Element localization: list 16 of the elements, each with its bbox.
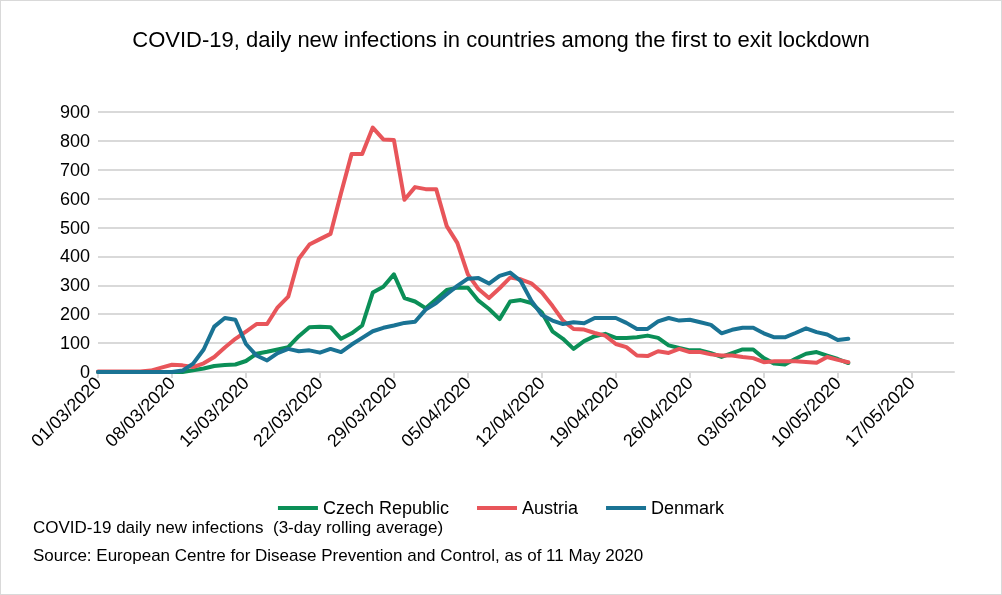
y-tick-label: 800 bbox=[59, 130, 90, 151]
y-tick-label: 300 bbox=[59, 275, 90, 296]
y-tick-label: 900 bbox=[59, 102, 90, 122]
text: COVID-19 daily new infections (3-day rolling average) bbox=[33, 518, 444, 537]
y-tick-label: 700 bbox=[59, 159, 90, 180]
legend-label: Austria bbox=[522, 498, 580, 518]
y-tick-label: 200 bbox=[59, 304, 90, 325]
source-note: Source: European Centre for Disease Prevention and Control, as of 11 May 2020 bbox=[33, 546, 644, 565]
y-tick-label: 600 bbox=[59, 188, 90, 209]
legend-label: Czech Republic bbox=[322, 498, 450, 518]
y-tick-label: 400 bbox=[59, 246, 90, 267]
chart-title: COVID-19, daily new infections in countries among the first to exit lockdown bbox=[132, 26, 870, 52]
legend-label: Denmark bbox=[651, 498, 726, 518]
y-tick-label: 500 bbox=[59, 217, 90, 238]
line-series bbox=[96, 125, 851, 374]
y-tick-label: 100 bbox=[59, 333, 90, 354]
